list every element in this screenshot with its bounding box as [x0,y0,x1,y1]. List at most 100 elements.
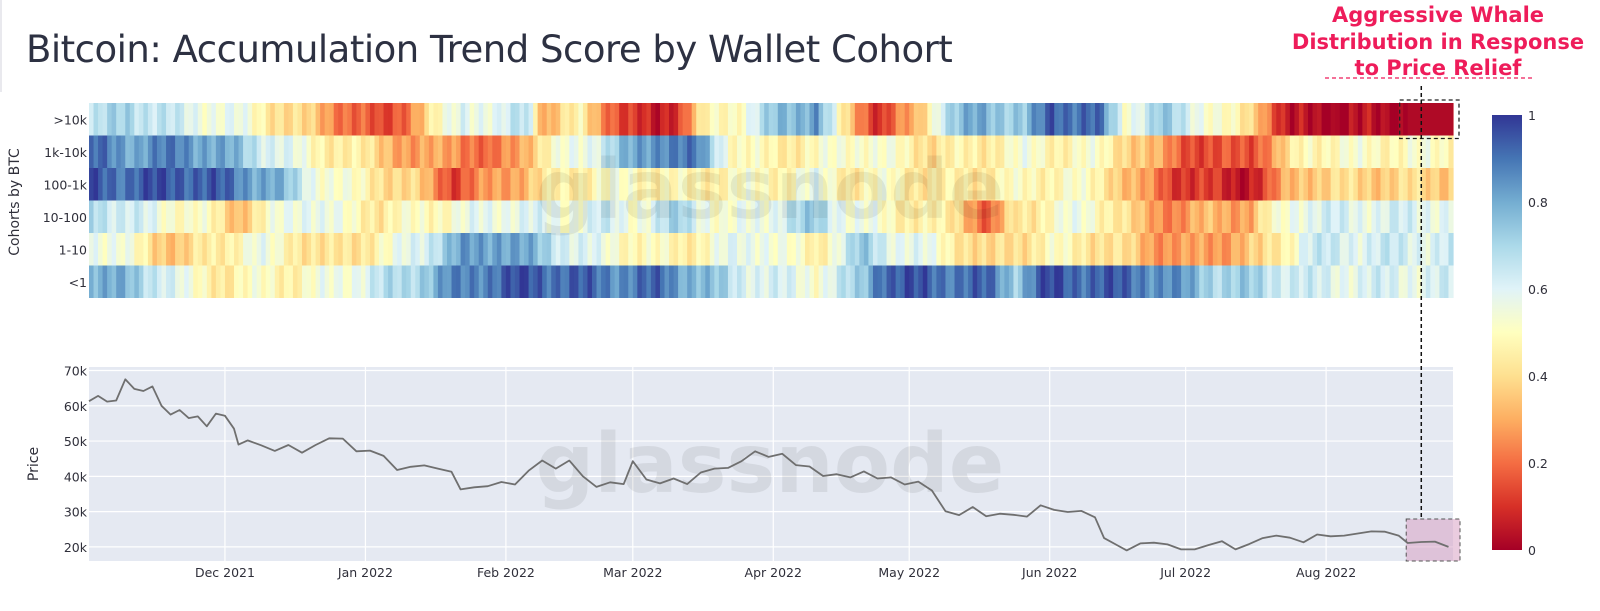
heatmap-cell [537,168,543,201]
heatmap-cell [1262,200,1268,233]
heatmap-cell [1353,233,1359,266]
heatmap-cell [637,200,643,233]
heatmap-cell [1162,103,1169,136]
heatmap-cell [904,168,910,201]
heatmap-cell [283,200,289,233]
heatmap-cell [116,233,122,266]
heatmap-cell [963,168,969,201]
heatmap-cell [1267,200,1273,233]
heatmap-cell [1153,265,1160,298]
heatmap-cell [1371,135,1377,168]
heatmap-cell [714,265,720,298]
heatmap-cell [909,233,915,266]
heatmap-cell [999,103,1005,136]
heatmap-cell [324,200,330,233]
heatmap-cell [845,200,851,233]
heatmap-cell [519,168,525,201]
heatmap-cell [483,233,489,266]
heatmap-cell [324,168,330,201]
heatmap-cell [147,265,154,298]
heatmap-cell [138,135,144,168]
heatmap-cell [918,135,924,168]
heatmap-cell [1031,265,1037,298]
heatmap-cell [206,168,212,201]
heatmap-cell [1221,233,1228,266]
heatmap-cell [981,135,987,168]
heatmap-cell [836,200,842,233]
heatmap-cell [211,265,217,298]
heatmap-cell [628,135,634,168]
heatmap-cell [560,103,566,136]
heatmap-cell [1326,168,1332,201]
heatmap-cell [206,265,212,298]
heatmap-cell [854,233,860,266]
heatmap-cell [1027,135,1033,168]
heatmap-cell [1403,103,1409,136]
heatmap-cell [338,233,344,266]
colorbar-tick-labels: 00.20.40.60.81 [1528,108,1548,558]
heatmap-cell [592,233,598,266]
heatmap-cell [727,168,734,201]
heatmap-cell [419,200,425,233]
heatmap-cell [673,168,679,201]
heatmap-cell [446,265,453,298]
heatmap-cell [306,265,312,298]
heatmap-cell [365,168,371,201]
heatmap-cell [632,103,638,136]
heatmap-cell [1008,265,1015,298]
heatmap-cell [1366,135,1373,168]
heatmap-cell [1113,200,1119,233]
heatmap-cell [1036,265,1042,298]
heatmap-cell [990,200,996,233]
heatmap-cell [365,135,371,168]
heatmap-cell [877,233,883,266]
heatmap-cell [315,135,321,168]
heatmap-cell [990,233,996,266]
heatmap-cell [963,233,969,266]
heatmap-cell [1140,168,1146,201]
heatmap-cell [1031,135,1037,168]
heatmap-cell [428,265,434,298]
heatmap-cell [478,103,484,136]
heatmap-cell [1221,200,1228,233]
heatmap-cell [1326,103,1332,136]
heatmap-cell [582,265,589,298]
heatmap-cell [1430,265,1436,298]
heatmap-cell [678,168,684,201]
heatmap-cell [1135,265,1141,298]
heatmap-cell [687,135,693,168]
heatmap-cell [927,265,933,298]
heatmap-cell [397,200,403,233]
heatmap-cell [569,200,575,233]
heatmap-cell [773,103,779,136]
heatmap-cell [379,233,385,266]
heatmap-cell [93,233,99,266]
heatmap-cell [977,265,983,298]
heatmap-cell [270,103,276,136]
heatmap-cell [1289,103,1295,136]
heatmap-cell [243,200,249,233]
heatmap-cell [836,103,842,136]
heatmap-cell [809,103,815,136]
heatmap-cell [1294,135,1300,168]
heatmap-cell [433,233,439,266]
heatmap-cell [551,168,557,201]
heatmap-cell [1267,233,1273,266]
heatmap-cell [977,168,983,201]
heatmap-cell [215,168,222,201]
heatmap-cell [940,103,947,136]
heatmap-cell [614,233,620,266]
heatmap-cell [1317,135,1323,168]
heatmap-cell [1072,233,1078,266]
heatmap-cell [116,103,122,136]
heatmap-cell [1162,135,1169,168]
heatmap-cell [120,200,126,233]
heatmap-cell [197,135,203,168]
heatmap-cell [1117,168,1123,201]
heatmap-cell [940,265,947,298]
heatmap-cell [709,168,715,201]
heatmap-cell [895,103,901,136]
heatmap-cell [659,135,666,168]
heatmap-cell [279,265,285,298]
heatmap-cell [1122,168,1128,201]
